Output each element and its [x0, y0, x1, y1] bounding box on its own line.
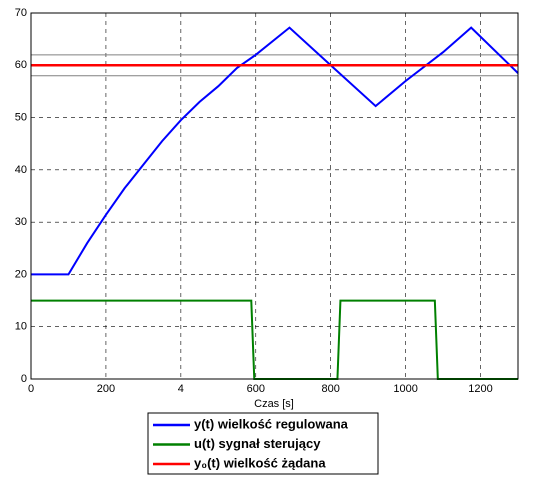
y-tick-label: 20: [15, 268, 27, 280]
x-axis-label: Czas [s]: [254, 398, 294, 410]
x-tick-label: 0: [28, 383, 34, 395]
x-tick-label: 600: [247, 383, 265, 395]
series-line: [31, 26, 519, 276]
y-tick-label: 10: [15, 321, 27, 333]
plot-frame: [30, 12, 519, 380]
y-tick-label: 70: [15, 7, 27, 19]
x-tick-label: 800: [322, 383, 340, 395]
series-line: [31, 299, 518, 380]
x-tick-label: 1000: [393, 383, 417, 395]
legend-label: y₀(t) wielkość żądana: [194, 455, 326, 470]
y-tick-label: 40: [15, 164, 27, 176]
x-tick-label: 1200: [468, 383, 492, 395]
legend-label: y(t) wielkość regulowana: [194, 416, 349, 431]
y-tick-label: 0: [21, 373, 27, 385]
y-tick-label: 60: [15, 59, 27, 71]
legend-label: u(t) sygnał sterujący: [194, 436, 321, 451]
x-tick-label: 4: [178, 383, 184, 395]
y-tick-label: 30: [15, 216, 27, 228]
y-tick-label: 50: [15, 111, 27, 123]
plot-area: [31, 13, 518, 379]
x-tick-label: 200: [97, 383, 115, 395]
